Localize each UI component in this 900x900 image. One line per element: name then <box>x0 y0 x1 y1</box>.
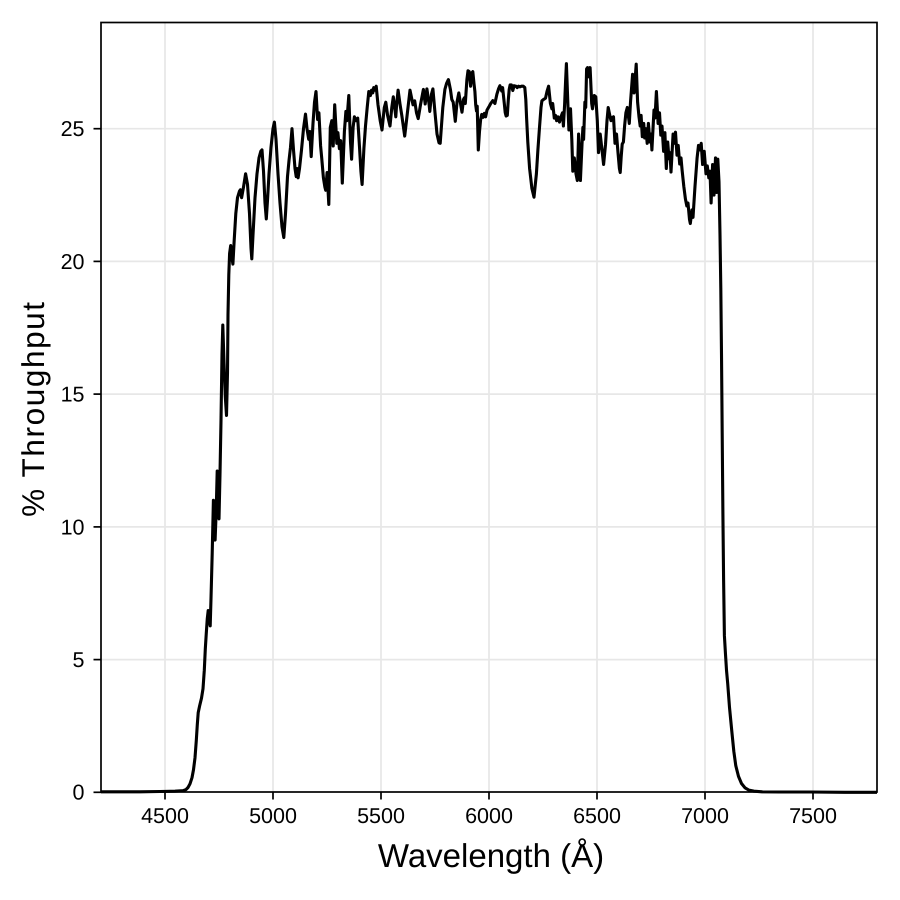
svg-text:% Throughput: % Throughput <box>15 300 51 517</box>
svg-text:6000: 6000 <box>465 804 513 828</box>
svg-text:10: 10 <box>61 515 85 539</box>
svg-text:5: 5 <box>73 648 85 672</box>
svg-text:5000: 5000 <box>249 804 297 828</box>
svg-text:7000: 7000 <box>681 804 729 828</box>
svg-text:25: 25 <box>61 117 85 141</box>
svg-text:15: 15 <box>61 383 85 407</box>
svg-text:4500: 4500 <box>141 804 189 828</box>
svg-text:20: 20 <box>61 250 85 274</box>
svg-text:0: 0 <box>73 781 85 805</box>
svg-text:Wavelength (Å): Wavelength (Å) <box>378 837 604 874</box>
svg-text:7500: 7500 <box>789 804 837 828</box>
svg-text:6500: 6500 <box>573 804 621 828</box>
svg-text:5500: 5500 <box>357 804 405 828</box>
